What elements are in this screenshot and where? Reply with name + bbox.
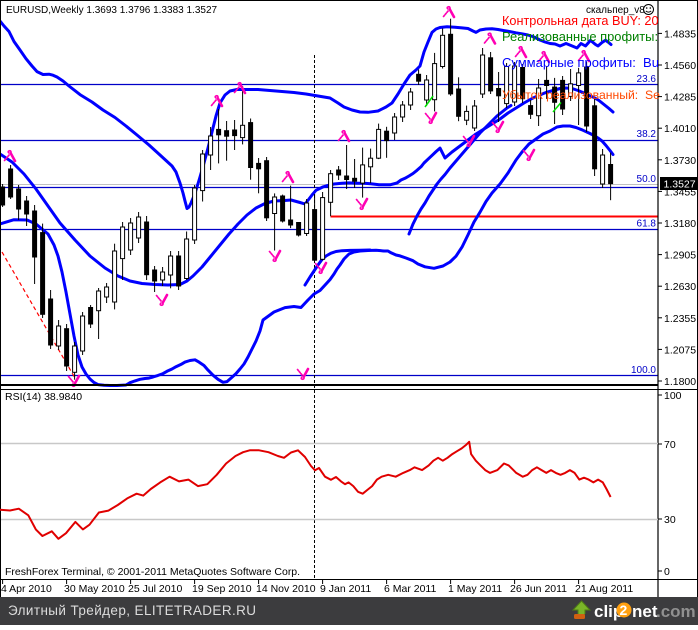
svg-text:1.2075: 1.2075 (664, 344, 696, 356)
svg-text:70: 70 (664, 439, 676, 451)
svg-text:скальпер_v8: скальпер_v8 (586, 5, 645, 16)
svg-text:14 Nov 2010: 14 Nov 2010 (256, 583, 316, 595)
svg-text:Убыток реализованный: Se: Убыток реализованный: Se (502, 88, 660, 102)
svg-text:Элитный Трейдер, ELITETRADER.R: Элитный Трейдер, ELITETRADER.RU (8, 603, 256, 618)
svg-text:1.3180: 1.3180 (664, 218, 696, 230)
svg-text:23.6: 23.6 (637, 74, 657, 85)
svg-text:1.3527: 1.3527 (664, 179, 696, 191)
svg-text:1.4285: 1.4285 (664, 92, 696, 104)
svg-text:9 Jan 2011: 9 Jan 2011 (320, 583, 371, 595)
svg-text:50.0: 50.0 (637, 174, 657, 185)
svg-text:30 May 2010: 30 May 2010 (64, 583, 125, 595)
svg-text:30: 30 (664, 514, 676, 526)
svg-text:1.3730: 1.3730 (664, 155, 696, 167)
svg-text:19 Sep 2010: 19 Sep 2010 (192, 583, 252, 595)
svg-text:2: 2 (620, 602, 628, 618)
svg-text:EURUSD,Weekly 1.3693 1.3796 1: EURUSD,Weekly 1.3693 1.3796 1.3383 1.352… (6, 5, 218, 16)
svg-text:100: 100 (664, 390, 682, 402)
svg-text:6 Mar 2011: 6 Mar 2011 (384, 583, 436, 595)
svg-text:1.4835: 1.4835 (664, 28, 696, 40)
svg-text:1.2355: 1.2355 (664, 313, 696, 325)
svg-text:clip: clip (594, 602, 623, 621)
svg-text:1.4560: 1.4560 (664, 60, 696, 72)
svg-text:100.0: 100.0 (631, 365, 656, 376)
svg-text:0: 0 (664, 566, 670, 578)
svg-text:26 Jun 2011: 26 Jun 2011 (510, 583, 567, 595)
svg-text:61.8: 61.8 (637, 219, 657, 230)
svg-text:1 May 2011: 1 May 2011 (448, 583, 502, 595)
svg-text:Реализованные профиты:: Реализованные профиты: (502, 29, 658, 44)
svg-text:25 Jul 2010: 25 Jul 2010 (128, 583, 182, 595)
svg-text:1.2630: 1.2630 (664, 281, 696, 293)
svg-text:FreshForex Terminal, © 2001-20: FreshForex Terminal, © 2001-2011 MetaQuo… (5, 566, 300, 578)
svg-text:4 Apr 2010: 4 Apr 2010 (1, 583, 52, 595)
svg-text:net: net (632, 602, 658, 621)
svg-text:1.4010: 1.4010 (664, 123, 696, 135)
svg-text:1.1800: 1.1800 (664, 376, 696, 388)
svg-text:38.2: 38.2 (637, 129, 657, 140)
svg-text:21 Aug 2011: 21 Aug 2011 (575, 583, 633, 595)
svg-text:Контрольная дата BUY: 20: Контрольная дата BUY: 20 (502, 14, 659, 28)
svg-text:Суммарные профиты: Bu: Суммарные профиты: Bu (502, 55, 659, 70)
svg-text:RSI(14) 38.9840: RSI(14) 38.9840 (5, 391, 82, 403)
svg-text:.com: .com (656, 602, 696, 621)
svg-text:1.2905: 1.2905 (664, 250, 696, 262)
